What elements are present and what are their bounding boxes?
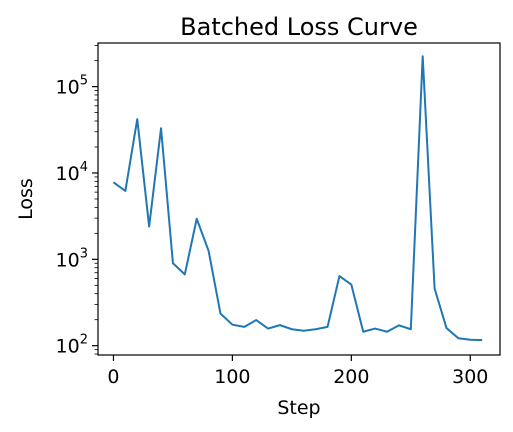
chart-title: Batched Loss Curve: [180, 13, 418, 41]
y-tick-label: 102: [56, 333, 88, 358]
y-axis: 102 103 104 105: [56, 45, 98, 358]
y-axis-label: Loss: [15, 178, 37, 220]
y-tick-label: 103: [56, 246, 88, 271]
series-layer: [112, 55, 483, 342]
x-tick-label: 100: [214, 366, 250, 388]
x-tick-label: 300: [452, 366, 488, 388]
x-axis: 0 100 200 300: [107, 355, 488, 388]
loss-series-line: [112, 55, 483, 342]
y-tick-label: 105: [56, 74, 88, 99]
x-tick-label: 0: [107, 366, 119, 388]
x-tick-label: 200: [333, 366, 369, 388]
x-axis-label: Step: [277, 397, 320, 419]
y-tick-label: 104: [56, 160, 88, 185]
